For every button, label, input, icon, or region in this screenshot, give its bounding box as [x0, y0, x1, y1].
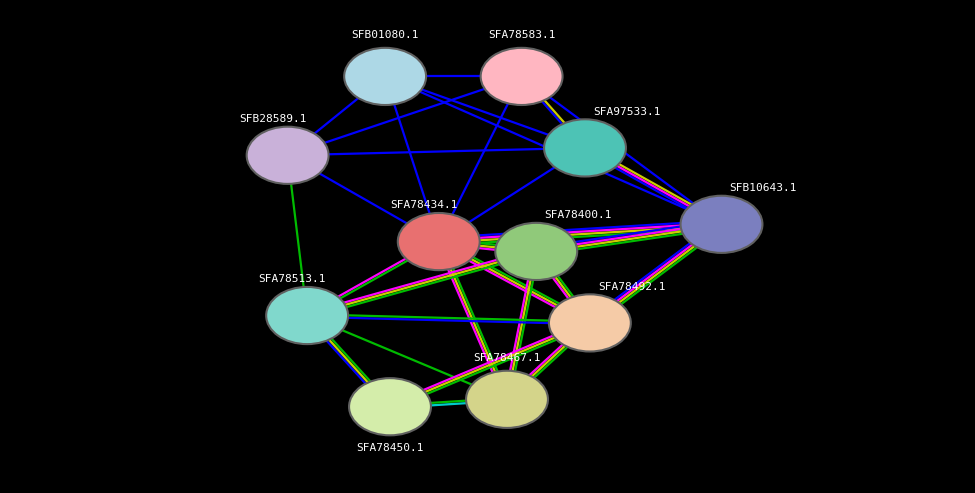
Text: SFB10643.1: SFB10643.1	[729, 183, 798, 193]
Text: SFB28589.1: SFB28589.1	[239, 114, 306, 124]
Text: SFA78583.1: SFA78583.1	[488, 30, 556, 40]
Text: SFA78492.1: SFA78492.1	[598, 282, 666, 292]
Ellipse shape	[349, 378, 431, 435]
Ellipse shape	[247, 127, 329, 184]
Text: SFA78513.1: SFA78513.1	[258, 275, 326, 284]
Ellipse shape	[466, 371, 548, 428]
Text: SFA78467.1: SFA78467.1	[473, 353, 541, 363]
Ellipse shape	[266, 287, 348, 344]
Text: SFA78450.1: SFA78450.1	[356, 443, 424, 453]
Ellipse shape	[495, 223, 577, 280]
Ellipse shape	[344, 48, 426, 105]
Text: SFA97533.1: SFA97533.1	[593, 107, 661, 117]
Text: SFA78434.1: SFA78434.1	[390, 201, 457, 211]
Ellipse shape	[481, 48, 563, 105]
Text: SFA78400.1: SFA78400.1	[544, 211, 612, 220]
Text: SFB01080.1: SFB01080.1	[351, 30, 419, 40]
Ellipse shape	[549, 294, 631, 352]
Ellipse shape	[398, 213, 480, 270]
Ellipse shape	[544, 119, 626, 176]
Ellipse shape	[681, 196, 762, 253]
